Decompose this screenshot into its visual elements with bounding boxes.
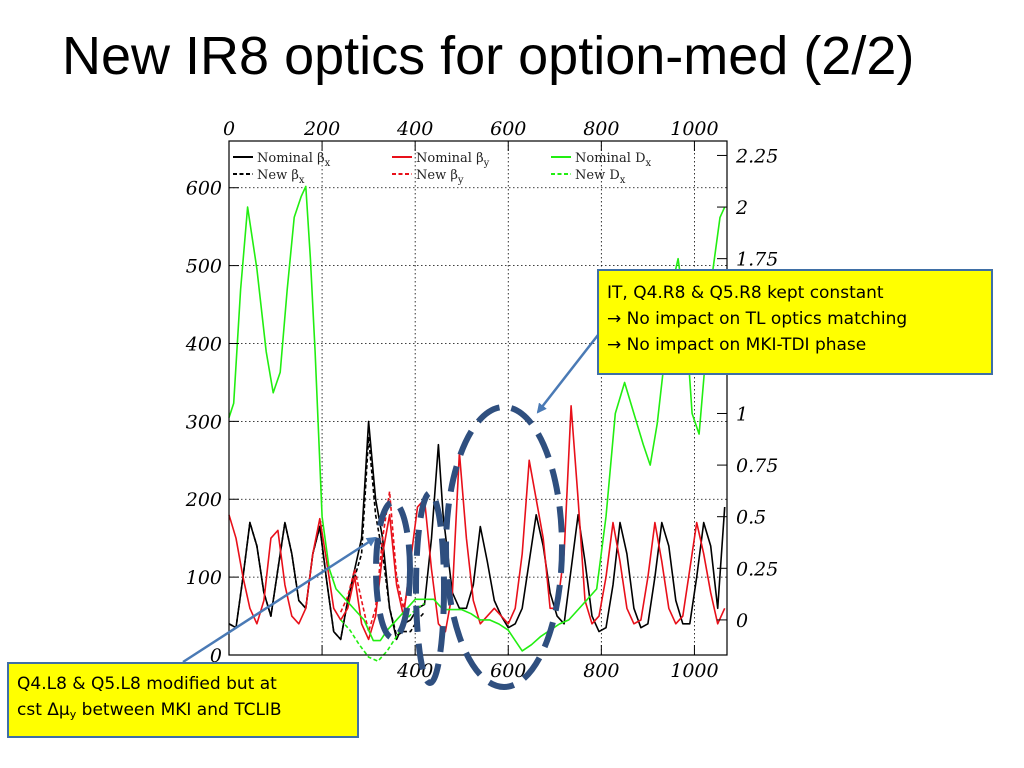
legend-label-2: Nominal βy (416, 151, 490, 169)
legend-label-4: Nominal Dx (575, 151, 652, 169)
series-line-4 (228, 185, 726, 652)
y-right-tick-label: 0.5 (736, 507, 766, 529)
legend-label-sub-3: y (457, 175, 464, 186)
annotation-right-line-2: → No impact on TL optics matching (607, 309, 908, 329)
annotation-right-line-3: → No impact on MKI-TDI phase (607, 335, 867, 355)
y-left-tick-label: 200 (185, 489, 222, 511)
annotation-left-line-2: cst Δμy between MKI and TCLIB (17, 697, 349, 728)
x-top-tick-label: 0 (223, 118, 235, 140)
annotation-left-line-1: Q4.L8 & Q5.L8 modified but at (17, 674, 277, 694)
highlight-ellipse-3 (443, 404, 565, 690)
series-line-5 (340, 602, 425, 663)
legend-label-3: New βy (416, 168, 464, 186)
annotation-right-line-1: IT, Q4.R8 & Q5.R8 kept constant (607, 283, 884, 303)
legend-label-sub-1: x (299, 175, 305, 186)
y-left-tick-label: 500 (186, 256, 222, 278)
legend-label-5: New Dx (575, 168, 626, 186)
series-line-1 (228, 436, 426, 641)
chart-frame (228, 140, 728, 656)
x-top-tick-label: 1000 (670, 118, 718, 140)
chart-series (228, 185, 726, 663)
series-line-2 (228, 404, 726, 641)
plot-frame (228, 140, 728, 656)
x-top-tick-label: 800 (583, 118, 619, 140)
x-top-tick-label: 400 (396, 118, 433, 140)
annotation-box-left: Q4.L8 & Q5.L8 modified but at cst Δμy be… (7, 662, 359, 738)
chart-ticks: 0 200 400 600 800 1000 400 600 800 1000 0 100 200 300… (185, 118, 779, 682)
legend-label-sub-0: x (325, 158, 331, 169)
y-right-tick-label: 0 (736, 610, 748, 632)
x-top-tick-label: 200 (303, 118, 340, 140)
y-right-tick-label: 1 (736, 403, 748, 425)
delta-mu-symbol: Δμ (47, 700, 70, 720)
series-line-3 (339, 490, 412, 633)
slide-title: New IR8 optics for option-med (2/2) (62, 26, 915, 86)
annotation-left-prefix: cst (17, 700, 48, 720)
annotation-box-right: IT, Q4.R8 & Q5.R8 kept constant → No imp… (597, 269, 993, 375)
highlight-ellipse-2 (413, 490, 447, 686)
legend-label-sub-4: x (646, 158, 652, 169)
x-top-tick-label: 600 (490, 118, 526, 140)
annotation-left-suffix: between MKI and TCLIB (76, 700, 282, 720)
y-left-tick-label: 300 (186, 411, 222, 433)
highlight-ellipse-1 (373, 499, 413, 641)
annotation-arrow-right (536, 334, 599, 414)
y-right-tick-label: 2.25 (735, 145, 778, 167)
legend-label-sub-5: x (620, 175, 626, 186)
legend-label-0: Nominal βx (257, 151, 331, 169)
annotation-arrow-left (182, 536, 377, 664)
y-left-tick-label: 0 (210, 645, 222, 667)
x-bottom-tick-label: 600 (490, 660, 526, 682)
legend-label-sub-2: y (483, 158, 490, 169)
y-left-tick-label: 100 (186, 567, 222, 589)
x-bottom-tick-label: 1000 (670, 660, 718, 682)
chart-grid (228, 141, 727, 656)
y-right-tick-label: 1.75 (736, 249, 778, 271)
y-right-tick-label: 0.25 (736, 558, 778, 580)
y-left-tick-label: 400 (185, 333, 222, 355)
delta-mu-subscript: y (69, 708, 77, 721)
annotation-overlay (182, 334, 599, 690)
legend-label-1: New βx (257, 168, 305, 186)
y-right-tick-label: 0.75 (736, 455, 778, 477)
y-left-tick-label: 600 (186, 178, 222, 200)
x-bottom-tick-label: 800 (583, 660, 619, 682)
x-bottom-tick-label: 400 (396, 660, 433, 682)
y-right-tick-label: 2 (735, 197, 748, 219)
